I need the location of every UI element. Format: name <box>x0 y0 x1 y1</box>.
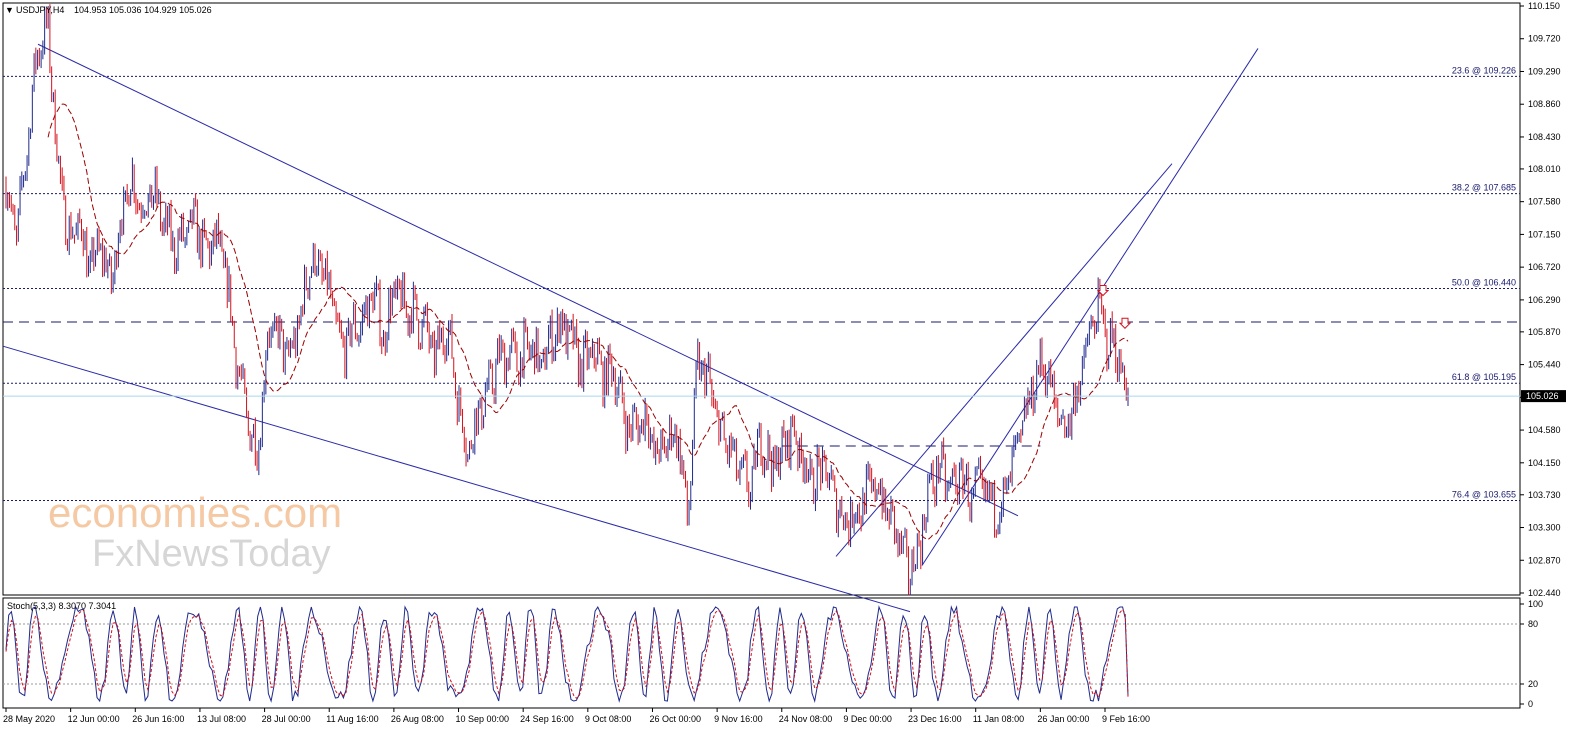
time-tick-label: 9 Dec 00:00 <box>843 714 892 724</box>
price-tick-label: 104.580 <box>1528 425 1561 435</box>
signal-arrow-icon <box>1118 317 1132 329</box>
time-tick-label: 9 Feb 16:00 <box>1102 714 1150 724</box>
stochastic-axis: 100 80 20 0 <box>1520 599 1543 709</box>
horizontal-levels <box>3 321 1520 447</box>
price-tick-label: 105.440 <box>1528 360 1561 370</box>
trendline <box>2 345 911 613</box>
stoch-tick-label: 20 <box>1528 679 1538 689</box>
fib-label: 38.2 @ 107.685 <box>1452 183 1516 193</box>
fib-label: 50.0 @ 106.440 <box>1452 277 1516 287</box>
ma-line <box>47 103 1129 541</box>
symbol-dropdown-icon[interactable]: ▼ <box>5 5 14 15</box>
trendline <box>835 163 1173 557</box>
main-pane-frame <box>2 2 1521 596</box>
watermark-economies: economies.com <box>48 489 342 536</box>
time-tick-label: 23 Dec 16:00 <box>908 714 962 724</box>
price-tick-label: 103.730 <box>1528 490 1561 500</box>
stoch-main-line <box>5 605 1129 703</box>
moving-average <box>47 103 1129 541</box>
time-tick-label: 28 Jul 00:00 <box>262 714 311 724</box>
time-tick-label: 13 Jul 08:00 <box>197 714 246 724</box>
time-tick-label: 12 Jun 00:00 <box>68 714 120 724</box>
price-tick-label: 104.150 <box>1528 458 1561 468</box>
stoch-tick-label: 100 <box>1528 599 1543 609</box>
fib-label: 23.6 @ 109.226 <box>1452 65 1516 75</box>
time-tick-label: 10 Sep 00:00 <box>456 714 510 724</box>
price-tick-label: 106.720 <box>1528 262 1561 272</box>
stoch-title: Stoch(5,3,3) 8.3070 7.3041 <box>7 601 116 611</box>
price-tick-label: 103.300 <box>1528 523 1561 533</box>
time-tick-label: 28 May 2020 <box>3 714 55 724</box>
time-tick-label: 26 Aug 08:00 <box>391 714 444 724</box>
price-tick-label: 108.430 <box>1528 132 1561 142</box>
stoch-tick-label: 80 <box>1528 619 1538 629</box>
stochastic-lines <box>3 605 1520 703</box>
price-tick-label: 110.150 <box>1528 1 1560 11</box>
time-tick-label: 24 Nov 08:00 <box>779 714 833 724</box>
price-tick-label: 106.290 <box>1528 295 1561 305</box>
stoch-pane-frame <box>2 597 1521 709</box>
fib-label: 61.8 @ 105.195 <box>1452 372 1516 382</box>
time-tick-label: 26 Jun 16:00 <box>132 714 184 724</box>
trendline <box>37 43 1019 517</box>
price-axis: 110.150 109.720 109.290 108.860 108.430 108.0… <box>1520 1 1561 598</box>
current-price-label: 105.026 <box>1526 391 1559 401</box>
price-tick-label: 108.010 <box>1528 164 1561 174</box>
stoch-tick-label: 0 <box>1528 699 1533 709</box>
price-tick-label: 102.440 <box>1528 588 1561 598</box>
time-tick-label: 9 Oct 08:00 <box>585 714 632 724</box>
time-tick-label: 11 Aug 16:00 <box>326 714 378 724</box>
signal-arrows <box>1096 285 1132 329</box>
price-tick-label: 107.150 <box>1528 229 1561 239</box>
ohlc-values: 104.953 105.036 104.929 105.026 <box>74 5 212 15</box>
price-tick-label: 108.860 <box>1528 99 1561 109</box>
current-price-tag <box>1521 390 1566 403</box>
symbol-title: USDJPY,H4 <box>16 5 64 15</box>
fib-label: 76.4 @ 103.655 <box>1452 489 1516 499</box>
time-tick-label: 24 Sep 16:00 <box>520 714 574 724</box>
fibonacci-levels: 23.6 @ 109.226 38.2 @ 107.685 50.0 @ 106.4… <box>3 65 1520 501</box>
price-tick-label: 102.870 <box>1528 555 1561 565</box>
price-tick-label: 109.720 <box>1528 34 1561 44</box>
stoch-signal-line <box>5 608 1129 699</box>
time-tick-label: 9 Nov 16:00 <box>714 714 763 724</box>
time-tick-label: 26 Oct 00:00 <box>649 714 701 724</box>
price-tick-label: 107.580 <box>1528 197 1561 207</box>
time-tick-label: 26 Jan 00:00 <box>1037 714 1089 724</box>
time-tick-label: 11 Jan 08:00 <box>973 714 1024 724</box>
time-axis: 28 May 2020 12 Jun 00:00 26 Jun 16:00 13 Ju… <box>3 708 1150 724</box>
watermark-fxnewstoday: FxNewsToday <box>92 533 331 575</box>
price-tick-label: 105.870 <box>1528 327 1561 337</box>
price-tick-label: 109.290 <box>1528 66 1561 76</box>
signal-arrow-icon <box>1096 285 1110 297</box>
